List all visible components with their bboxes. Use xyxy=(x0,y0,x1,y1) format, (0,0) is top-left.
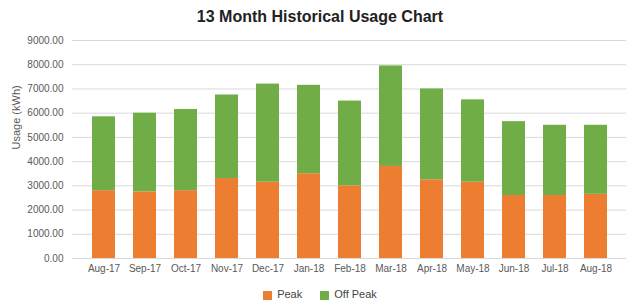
svg-text:Sep-17: Sep-17 xyxy=(129,263,162,274)
svg-text:Oct-17: Oct-17 xyxy=(171,263,201,274)
svg-text:Usage (kWh): Usage (kWh) xyxy=(10,85,22,149)
svg-text:Feb-18: Feb-18 xyxy=(334,263,366,274)
svg-text:Aug-17: Aug-17 xyxy=(88,263,121,274)
svg-text:Apr-18: Apr-18 xyxy=(417,263,447,274)
svg-text:Mar-18: Mar-18 xyxy=(375,263,407,274)
svg-text:9000.00: 9000.00 xyxy=(27,35,64,46)
svg-text:1000.00: 1000.00 xyxy=(27,228,64,239)
svg-text:7000.00: 7000.00 xyxy=(27,83,64,94)
svg-text:Jun-18: Jun-18 xyxy=(499,263,530,274)
svg-text:6000.00: 6000.00 xyxy=(27,107,64,118)
html-text:Off Peak: Off Peak xyxy=(334,288,377,300)
svg-text:4000.00: 4000.00 xyxy=(27,156,64,167)
svg-text:Dec-17: Dec-17 xyxy=(252,263,285,274)
html-text:13 Month Historical Usage Char: 13 Month Historical Usage Chart xyxy=(196,8,444,25)
svg-text:Jul-18: Jul-18 xyxy=(541,263,569,274)
svg-text:0.00: 0.00 xyxy=(44,253,64,264)
svg-text:Jan-18: Jan-18 xyxy=(294,263,325,274)
html-text:Peak: Peak xyxy=(277,288,303,300)
svg-text:Nov-17: Nov-17 xyxy=(211,263,244,274)
svg-text:2000.00: 2000.00 xyxy=(27,204,64,215)
svg-text:May-18: May-18 xyxy=(456,263,490,274)
svg-text:8000.00: 8000.00 xyxy=(27,59,64,70)
svg-text:Aug-18: Aug-18 xyxy=(580,263,613,274)
svg-text:5000.00: 5000.00 xyxy=(27,132,64,143)
svg-text:3000.00: 3000.00 xyxy=(27,180,64,191)
